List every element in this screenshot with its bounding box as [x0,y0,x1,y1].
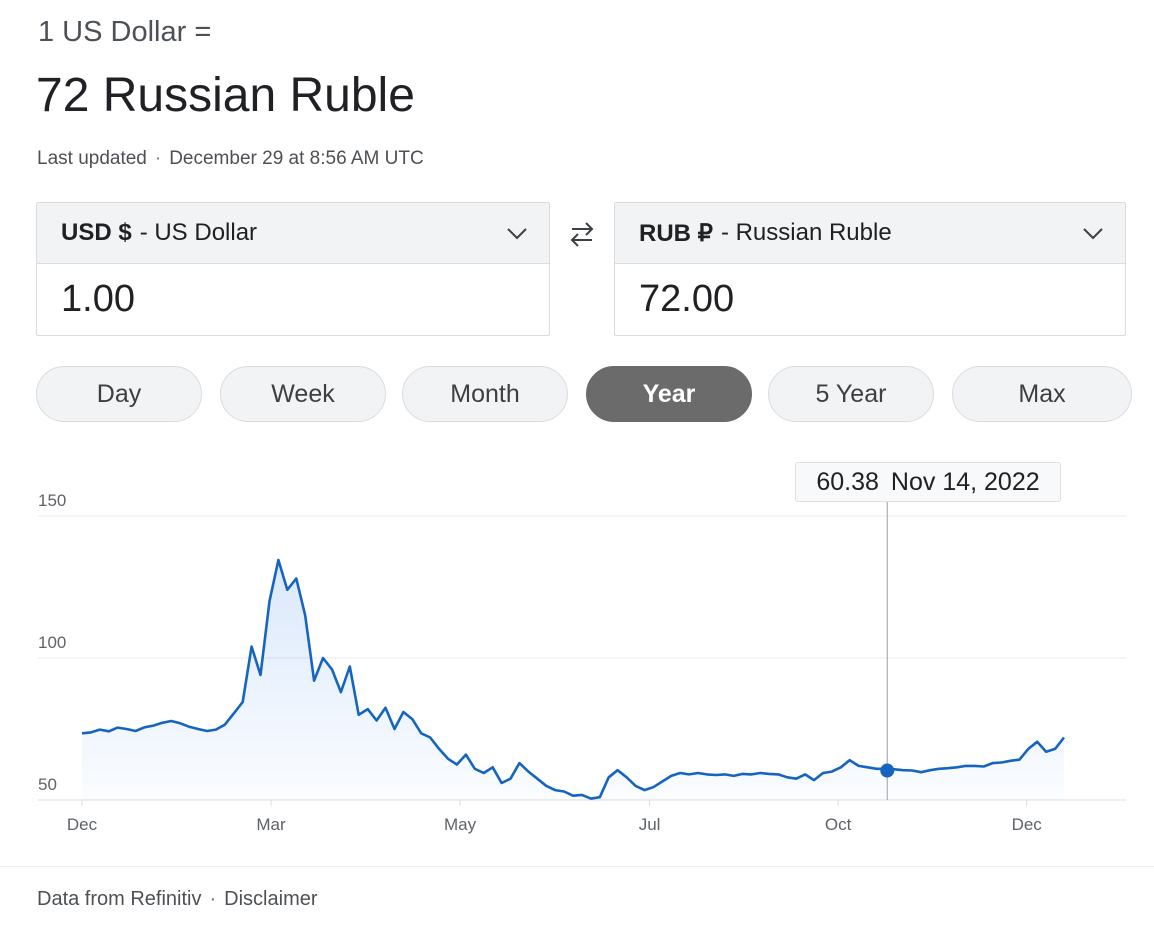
from-amount-input[interactable]: 1.00 [61,277,135,320]
from-currency-box: USD $ - US Dollar 1.00 [36,202,550,336]
to-currency-select[interactable]: RUB ₽ - Russian Ruble [615,203,1125,264]
x-tick-label: Jul [639,815,661,834]
last-updated: Last updated · December 29 at 8:56 AM UTC [37,148,424,170]
chevron-down-icon [1083,228,1103,240]
x-tick-label: May [444,815,477,834]
footer: Data from Refinitiv · Disclaimer [37,888,318,911]
range-year-button[interactable]: Year [586,366,752,422]
tooltip-value: 60.38 [816,467,879,496]
conversion-result: 72 Russian Ruble [36,69,415,122]
to-currency-box: RUB ₽ - Russian Ruble 72.00 [614,202,1126,336]
highlight-point [880,763,895,778]
x-tick-label: Dec [1012,815,1043,834]
range-5year-button[interactable]: 5 Year [768,366,934,422]
last-updated-label: Last updated [37,148,147,169]
range-week-button[interactable]: Week [220,366,386,422]
separator: · [154,148,162,169]
conversion-subtitle: 1 US Dollar = [38,16,212,48]
x-tick-label: Dec [67,815,98,834]
from-currency-code: USD $ [61,219,132,246]
series-area [82,560,1064,800]
chart-tooltip: 60.38 Nov 14, 2022 [795,462,1061,502]
to-currency-code: RUB ₽ [639,219,713,247]
from-currency-select[interactable]: USD $ - US Dollar [37,203,549,264]
from-currency-name: - US Dollar [139,219,258,246]
x-tick-label: Oct [825,815,852,834]
separator: · [209,888,217,910]
to-currency-name: - Russian Ruble [720,219,892,246]
data-source-link[interactable]: Data from Refinitiv [37,888,202,910]
y-tick-label: 50 [38,775,57,794]
range-day-button[interactable]: Day [36,366,202,422]
range-month-button[interactable]: Month [402,366,568,422]
chevron-down-icon [507,228,527,240]
to-amount-input[interactable]: 72.00 [639,277,735,320]
last-updated-time: December 29 at 8:56 AM UTC [169,148,424,169]
swap-arrows-icon[interactable] [566,218,598,250]
tooltip-date: Nov 14, 2022 [890,467,1040,496]
y-tick-label: 100 [38,633,66,652]
footer-divider [0,866,1154,867]
y-tick-label: 150 [38,491,66,510]
series-line [81,558,1066,800]
exchange-rate-chart[interactable]: 150 100 50 Dec Mar May Jul Oct Dec [0,450,1154,850]
x-tick-label: Mar [256,815,286,834]
disclaimer-link[interactable]: Disclaimer [224,888,318,910]
range-max-button[interactable]: Max [952,366,1132,422]
